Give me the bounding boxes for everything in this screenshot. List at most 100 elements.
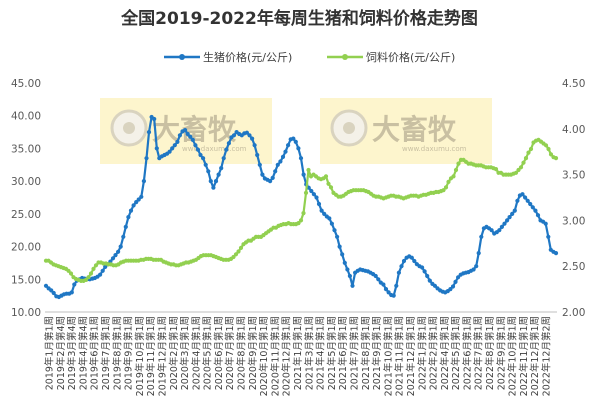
x-tick-label: 2022年10月第1周 [507,316,519,396]
data-point [43,283,49,288]
data-point [268,179,273,184]
x-tick-label: 2020年12月第1周 [281,316,293,396]
data-point [327,216,332,221]
y-left-tick-label: 15.00 [11,274,41,286]
x-tick-label: 2020年10月第1周 [258,316,270,396]
x-tick-label: 2019年8月第1周 [111,316,123,390]
data-point [134,200,139,205]
data-point [236,249,241,254]
data-point [103,264,108,269]
data-point [510,211,515,216]
x-tick-label: 2022年11月第1周 [518,316,530,396]
x-tick-label: 2019年10月第1周 [134,316,146,396]
legend-label-hog: 生猪价格(元/公斤) [203,50,292,64]
data-point [72,282,77,287]
data-point [206,169,211,174]
data-point [493,167,499,172]
data-point [247,133,252,138]
data-point [190,137,195,142]
data-point [450,284,456,289]
data-point [319,208,324,213]
data-point [306,167,311,173]
data-point [280,154,286,159]
data-point [456,161,461,166]
legend: 生猪价格(元/公斤) 饲料价格(元/公斤) [164,50,455,64]
axes: 10.00 15.00 20.00 25.00 30.00 35.00 40.00 45.00… [11,78,585,396]
data-point [322,211,327,216]
data-point [141,179,146,184]
data-point [456,275,461,280]
series-layer [43,114,559,300]
y-right-tick-label: 4.50 [562,78,585,90]
x-tick-label: 2019年2月第4周 [55,316,67,390]
data-point [311,192,316,197]
data-point [128,208,134,213]
data-point [391,293,396,298]
y-left-tick-label: 10.00 [11,307,41,319]
y-right-tick-label: 2.00 [562,307,585,319]
data-point [546,146,551,152]
data-point [546,234,551,239]
data-point [326,181,331,186]
x-tick-label: 2020年4月第1周 [190,316,202,390]
data-point [291,136,296,141]
data-point [203,162,208,167]
data-point [293,139,298,144]
data-point [211,185,216,190]
data-point [518,165,524,170]
y-right-tick-label: 4.00 [562,124,585,136]
x-tick-label: 2021年7月第1周 [348,316,360,390]
data-point [219,166,224,171]
x-tick-label: 2020年7月第1周 [224,316,236,390]
data-point [51,290,56,296]
x-tick-label: 2019年7月第1周 [100,316,112,390]
data-point [250,136,255,141]
data-point [409,255,414,260]
data-point [131,203,136,208]
data-point [337,244,342,249]
data-point [110,256,116,261]
data-point [224,147,229,152]
y-right-tick-label: 3.00 [562,215,585,227]
data-point [425,273,430,279]
data-point [521,160,526,165]
data-point [198,152,203,158]
x-tick-label: 2020年11月第1周 [269,316,281,396]
data-point [68,271,74,276]
x-tick-label: 2019年12月第1周 [156,316,168,396]
data-point [226,141,231,146]
data-point [427,278,432,283]
x-tick-label: 2020年6月第1周 [213,316,225,390]
x-tick-label: 2021年9月第1周 [371,316,383,390]
data-point [213,179,219,184]
data-point [376,277,381,282]
y-left-tick-label: 25.00 [11,209,41,221]
x-tick-label: 2019年3月第4周 [66,316,78,390]
y-left-tick-label: 30.00 [11,176,41,188]
data-point [188,134,193,139]
legend-label-feed: 饲料价格(元/公斤) [366,50,455,64]
data-point [386,290,391,295]
data-point [553,251,559,256]
data-point [422,269,427,274]
data-point [69,290,74,295]
data-point [513,170,519,175]
x-tick-label: 2021年8月第1周 [360,316,372,390]
data-point [412,258,417,264]
data-point [476,251,481,256]
data-point [231,133,237,138]
data-point [512,208,517,213]
data-point [553,156,559,161]
data-point [93,263,99,268]
data-point [244,130,249,135]
x-tick-label: 2019年1月第1周 [44,316,56,390]
data-point [116,249,121,254]
data-point [332,228,337,233]
data-point [451,174,456,179]
x-tick-label: 2020年5月第1周 [202,316,214,390]
data-point [183,128,188,133]
x-tick-label: 2019年6月第1周 [89,316,101,390]
y-right-tick-label: 3.50 [562,170,585,182]
x-tick-label: 2022年2月第1周 [428,316,440,390]
